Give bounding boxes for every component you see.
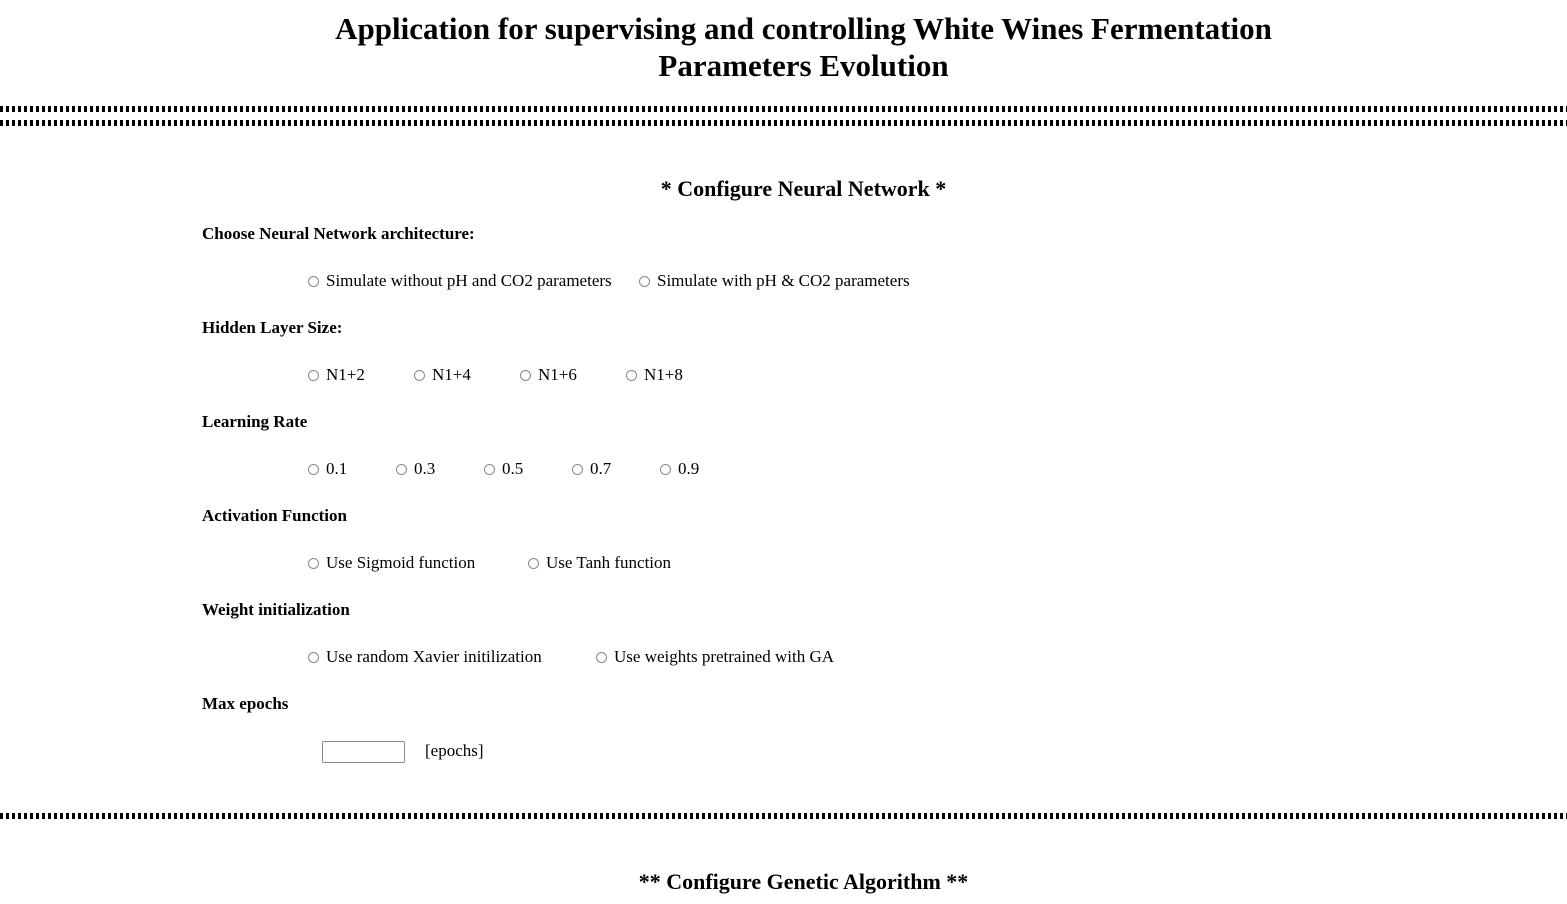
option-label: Simulate with pH & CO2 parameters bbox=[657, 271, 910, 290]
radio-icon[interactable] bbox=[596, 651, 607, 663]
radio-hidden-n1-2[interactable]: N1+2 bbox=[308, 365, 365, 385]
radio-xavier[interactable]: Use random Xavier initilization bbox=[308, 647, 542, 667]
radio-icon[interactable] bbox=[484, 463, 495, 475]
option-label: Simulate without pH and CO2 parameters bbox=[326, 271, 612, 290]
max-epochs-input[interactable] bbox=[322, 741, 405, 763]
radio-icon[interactable] bbox=[308, 651, 319, 663]
radio-icon[interactable] bbox=[572, 463, 583, 475]
title-line-2: Parameters Evolution bbox=[658, 48, 949, 83]
radio-lr-0-3[interactable]: 0.3 bbox=[396, 459, 435, 479]
title-line-1: Application for supervising and controll… bbox=[335, 11, 1272, 46]
option-label: N1+4 bbox=[432, 365, 471, 384]
option-label: 0.9 bbox=[678, 459, 700, 478]
nn-section-heading: * Configure Neural Network * bbox=[660, 176, 947, 201]
option-label: Use Tanh function bbox=[546, 553, 672, 572]
option-label: 0.7 bbox=[590, 459, 612, 478]
radio-lr-0-9[interactable]: 0.9 bbox=[660, 459, 699, 479]
divider bbox=[0, 813, 1567, 819]
architecture-label: Choose Neural Network architecture: bbox=[202, 224, 475, 243]
option-label: N1+6 bbox=[538, 365, 577, 384]
max-epochs-label: Max epochs bbox=[202, 694, 289, 713]
hidden-layer-label: Hidden Layer Size: bbox=[202, 318, 343, 337]
radio-lr-0-5[interactable]: 0.5 bbox=[484, 459, 523, 479]
radio-icon[interactable] bbox=[660, 463, 671, 475]
radio-icon[interactable] bbox=[528, 557, 539, 569]
radio-icon[interactable] bbox=[639, 275, 650, 287]
weight-init-label: Weight initialization bbox=[202, 600, 350, 619]
radio-hidden-n1-6[interactable]: N1+6 bbox=[520, 365, 577, 385]
radio-hidden-n1-8[interactable]: N1+8 bbox=[626, 365, 683, 385]
option-label: Use random Xavier initilization bbox=[326, 647, 542, 666]
radio-tanh[interactable]: Use Tanh function bbox=[528, 553, 671, 573]
option-label: 0.5 bbox=[502, 459, 524, 478]
page-title: Application for supervising and controll… bbox=[0, 10, 1567, 84]
radio-icon[interactable] bbox=[520, 369, 531, 381]
ga-section-heading: ** Configure Genetic Algorithm ** bbox=[638, 869, 969, 894]
activation-label: Activation Function bbox=[202, 506, 347, 525]
radio-icon[interactable] bbox=[308, 369, 319, 381]
radio-pretrained-ga[interactable]: Use weights pretrained with GA bbox=[596, 647, 834, 667]
divider bbox=[0, 106, 1567, 112]
option-label: Use Sigmoid function bbox=[326, 553, 476, 572]
option-label: 0.3 bbox=[414, 459, 436, 478]
option-label: N1+2 bbox=[326, 365, 365, 384]
radio-arch-without[interactable]: Simulate without pH and CO2 parameters bbox=[308, 271, 612, 291]
radio-icon[interactable] bbox=[414, 369, 425, 381]
radio-icon[interactable] bbox=[308, 557, 319, 569]
radio-icon[interactable] bbox=[308, 463, 319, 475]
radio-sigmoid[interactable]: Use Sigmoid function bbox=[308, 553, 475, 573]
option-label: 0.1 bbox=[326, 459, 348, 478]
option-label: N1+8 bbox=[644, 365, 683, 384]
radio-arch-with[interactable]: Simulate with pH & CO2 parameters bbox=[639, 271, 910, 291]
radio-icon[interactable] bbox=[396, 463, 407, 475]
radio-icon[interactable] bbox=[308, 275, 319, 287]
divider bbox=[0, 120, 1567, 126]
radio-icon[interactable] bbox=[626, 369, 637, 381]
learning-rate-label: Learning Rate bbox=[202, 412, 308, 431]
option-label: Use weights pretrained with GA bbox=[614, 647, 835, 666]
radio-lr-0-1[interactable]: 0.1 bbox=[308, 459, 347, 479]
epochs-unit: [epochs] bbox=[425, 741, 484, 760]
radio-hidden-n1-4[interactable]: N1+4 bbox=[414, 365, 471, 385]
radio-lr-0-7[interactable]: 0.7 bbox=[572, 459, 611, 479]
